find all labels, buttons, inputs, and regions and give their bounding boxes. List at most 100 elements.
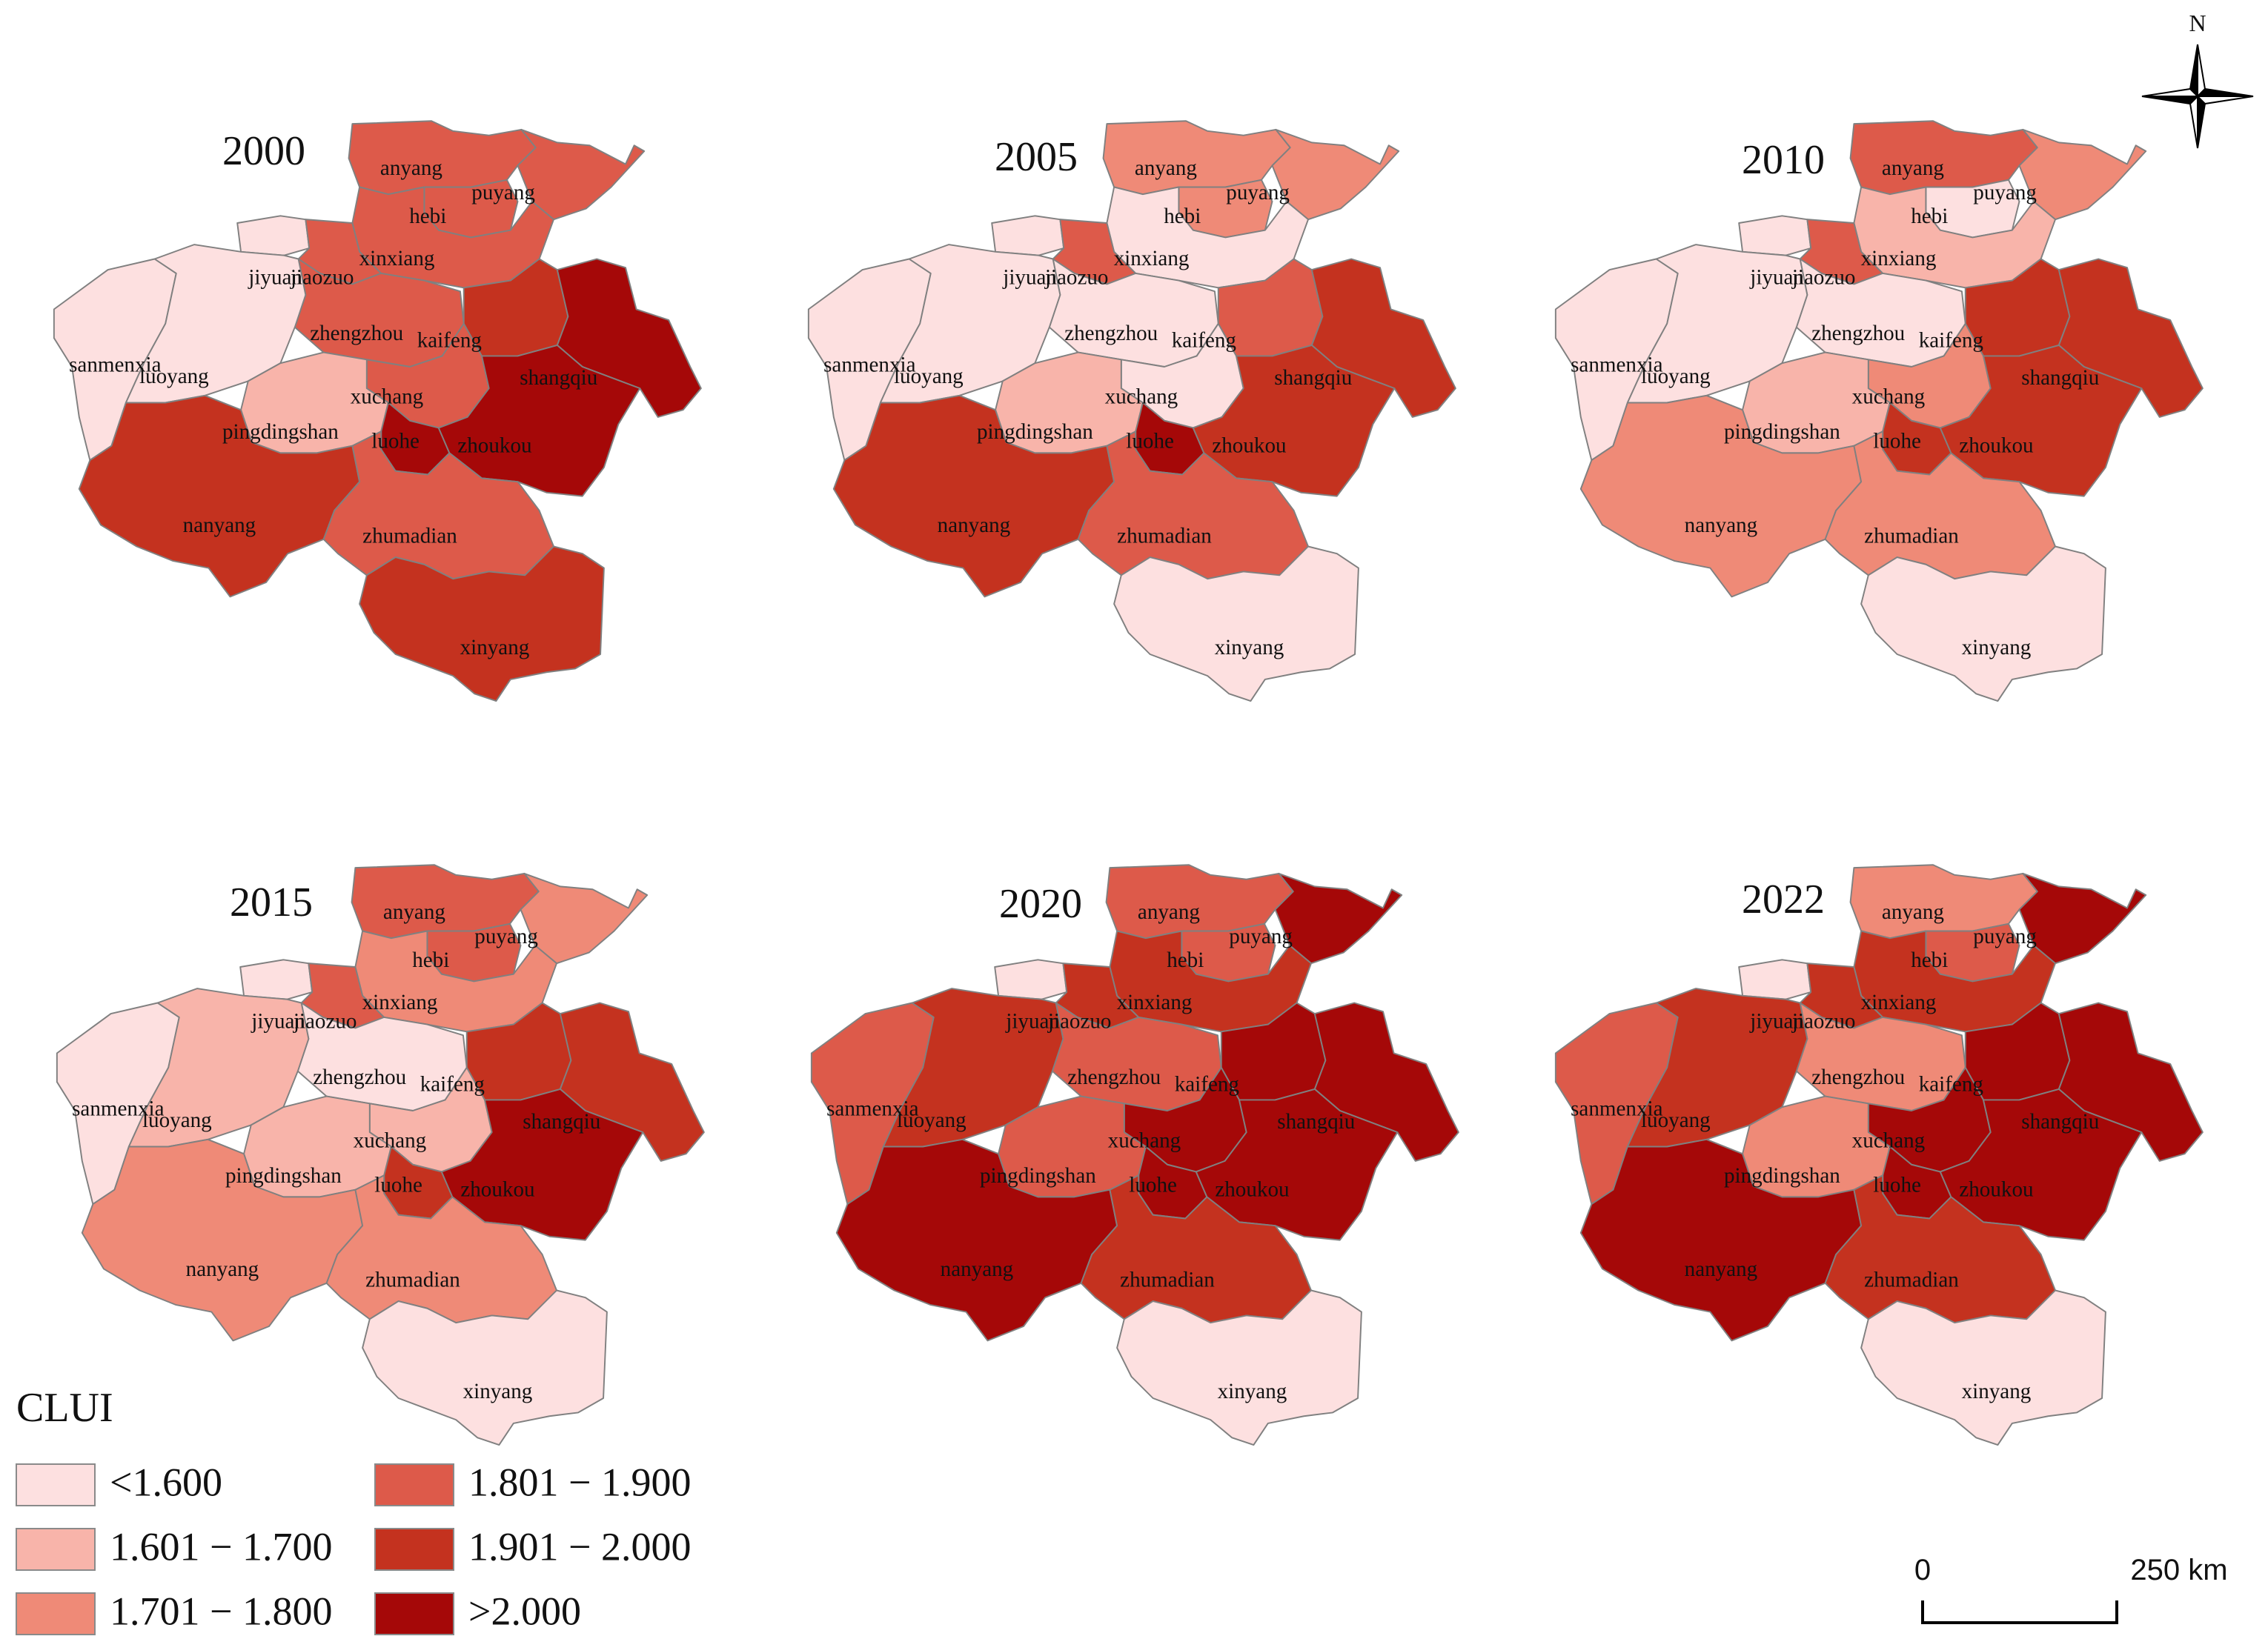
region-label-jiaozuo: jiaozuo xyxy=(1044,265,1109,289)
map-year-title: 2020 xyxy=(999,881,1082,927)
legend-item: 1.701 − 1.800 xyxy=(16,1589,332,1635)
region-zhoukou xyxy=(1192,344,1396,497)
region-label-zhumadian: zhumadian xyxy=(1120,1269,1215,1292)
region-label-xinxiang: xinxiang xyxy=(1861,247,1937,270)
region-zhoukou xyxy=(437,344,641,497)
scale-bar: 0 250 km xyxy=(1914,1554,2228,1624)
legend-item: 1.901 − 2.000 xyxy=(374,1524,691,1571)
region-label-pingdingshan: pingdingshan xyxy=(1724,1164,1840,1188)
legend-label: 1.801 − 1.900 xyxy=(468,1460,691,1504)
map-year-title: 2015 xyxy=(230,880,313,925)
legend-swatch xyxy=(16,1528,96,1571)
scale-end-label: 250 km xyxy=(2130,1554,2227,1586)
region-label-xinyang: xinyang xyxy=(1962,636,2032,659)
region-label-kaifeng: kaifeng xyxy=(417,329,482,353)
region-label-zhoukou: zhoukou xyxy=(460,1177,535,1201)
region-label-kaifeng: kaifeng xyxy=(1172,329,1236,353)
region-label-zhumadian: zhumadian xyxy=(362,525,457,548)
region-label-jiyuan: jiyuan xyxy=(251,1009,305,1033)
region-jiyuan xyxy=(1738,959,1812,1000)
region-label-nanyang: nanyang xyxy=(186,1257,259,1281)
region-label-xinyang: xinyang xyxy=(1962,1380,2032,1403)
region-label-jiyuan: jiyuan xyxy=(1749,265,1804,289)
region-label-xinxiang: xinxiang xyxy=(1114,247,1190,270)
region-label-kaifeng: kaifeng xyxy=(1919,1073,1983,1097)
region-label-puyang: puyang xyxy=(1229,925,1293,948)
legend-label: 1.601 − 1.700 xyxy=(110,1524,332,1569)
legend-item: 1.601 − 1.700 xyxy=(16,1524,332,1571)
region-label-anyang: anyang xyxy=(1138,900,1200,924)
region-jiyuan xyxy=(239,959,314,1000)
region-jiyuan xyxy=(994,959,1068,1000)
region-label-kaifeng: kaifeng xyxy=(420,1073,485,1097)
region-label-luohe: luohe xyxy=(1126,429,1174,453)
region-label-xuchang: xuchang xyxy=(1852,385,1926,408)
region-label-xinxiang: xinxiang xyxy=(1117,991,1193,1014)
north-arrow-icon: N xyxy=(2141,10,2254,149)
region-label-zhoukou: zhoukou xyxy=(457,433,532,457)
region-label-kaifeng: kaifeng xyxy=(1919,329,1983,353)
legend-label: 1.701 − 1.800 xyxy=(110,1589,332,1633)
region-label-xinyang: xinyang xyxy=(460,636,530,659)
region-label-zhengzhou: zhengzhou xyxy=(313,1065,406,1089)
region-label-luoyang: luoyang xyxy=(897,1108,966,1132)
region-label-jiyuan: jiyuan xyxy=(1749,1009,1804,1033)
map-year-title: 2000 xyxy=(222,128,305,174)
region-puyang xyxy=(2018,872,2147,965)
legend-swatch xyxy=(374,1592,454,1635)
region-puyang xyxy=(1274,872,1403,965)
region-puyang xyxy=(1271,128,1400,221)
region-label-zhoukou: zhoukou xyxy=(1959,1177,2034,1201)
region-label-nanyang: nanyang xyxy=(1685,1257,1758,1281)
legend: CLUI <1.600 1.601 − 1.700 1.701 − 1.800 1.8… xyxy=(16,1385,691,1635)
region-label-kaifeng: kaifeng xyxy=(1175,1073,1239,1097)
legend-item: <1.600 xyxy=(16,1460,222,1506)
region-zhoukou xyxy=(440,1088,644,1241)
region-label-luohe: luohe xyxy=(371,429,420,453)
region-label-anyang: anyang xyxy=(383,900,445,924)
region-label-zhengzhou: zhengzhou xyxy=(1811,1065,1905,1089)
region-label-xinxiang: xinxiang xyxy=(362,991,438,1014)
region-jiyuan xyxy=(991,215,1065,256)
region-label-luoyang: luoyang xyxy=(139,365,209,388)
region-label-xinyang: xinyang xyxy=(463,1380,533,1403)
region-label-zhoukou: zhoukou xyxy=(1959,433,2034,457)
region-puyang xyxy=(517,128,646,221)
region-label-zhengzhou: zhengzhou xyxy=(1811,322,1905,345)
region-label-anyang: anyang xyxy=(380,156,442,180)
region-label-xuchang: xuchang xyxy=(1108,1128,1181,1152)
map-year-title: 2005 xyxy=(995,134,1078,180)
region-label-hebi: hebi xyxy=(1911,205,1948,228)
region-xinyang xyxy=(362,1289,608,1446)
region-jiyuan xyxy=(1738,215,1812,256)
region-label-xinyang: xinyang xyxy=(1218,1380,1287,1403)
region-label-jiyuan: jiyuan xyxy=(1002,265,1057,289)
region-label-shangqiu: shangqiu xyxy=(523,1110,601,1134)
region-puyang xyxy=(2018,128,2147,221)
region-label-sanmenxia: sanmenxia xyxy=(826,1097,919,1121)
region-label-nanyang: nanyang xyxy=(183,513,256,537)
region-label-anyang: anyang xyxy=(1135,156,1197,180)
region-label-anyang: anyang xyxy=(1882,900,1944,924)
region-xinyang xyxy=(1860,545,2106,702)
region-label-xinxiang: xinxiang xyxy=(1861,991,1937,1014)
region-label-luohe: luohe xyxy=(1873,429,1921,453)
region-label-shangqiu: shangqiu xyxy=(1277,1110,1356,1134)
region-label-puyang: puyang xyxy=(1973,925,2037,948)
region-label-zhoukou: zhoukou xyxy=(1212,433,1287,457)
region-label-zhumadian: zhumadian xyxy=(1864,525,1959,548)
region-label-jiaozuo: jiaozuo xyxy=(1047,1009,1112,1033)
region-label-nanyang: nanyang xyxy=(1685,513,1758,537)
region-label-zhumadian: zhumadian xyxy=(1864,1269,1959,1292)
legend-label: 1.901 − 2.000 xyxy=(468,1524,691,1569)
region-label-pingdingshan: pingdingshan xyxy=(222,420,339,444)
legend-label: <1.600 xyxy=(110,1460,222,1504)
map-year-title: 2010 xyxy=(1742,137,1825,183)
